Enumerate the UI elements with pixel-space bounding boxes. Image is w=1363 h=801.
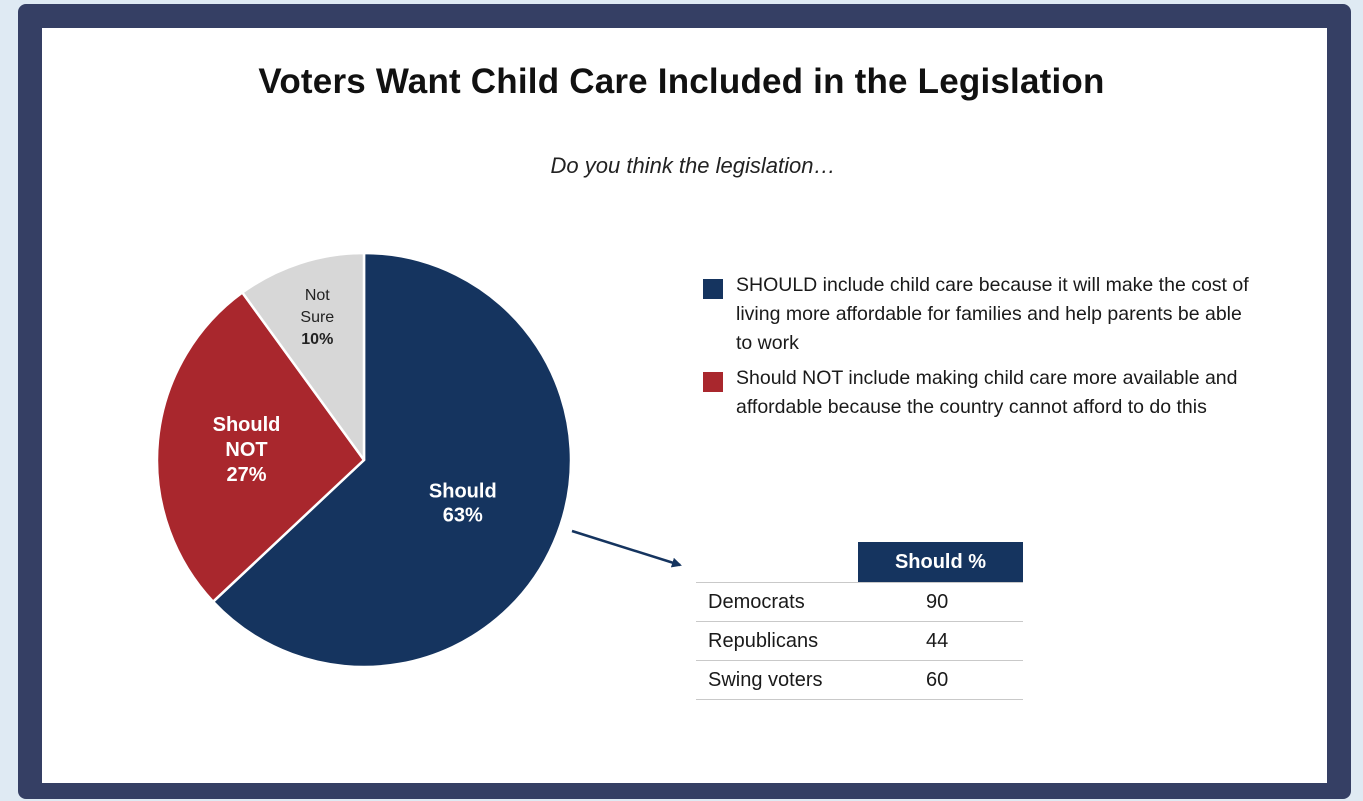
table-header-row: Should % (696, 542, 1023, 583)
legend-item-should: SHOULD include child care because it wil… (700, 271, 1260, 358)
table-row: Democrats 90 (696, 582, 1023, 622)
pie-slice-should (211, 251, 573, 669)
legend: SHOULD include child care because it wil… (700, 271, 1260, 428)
pie-slice-not-sure (241, 251, 366, 462)
slice-label-should: Should 63% (429, 481, 497, 527)
legend-text-should: SHOULD include child care because it wil… (736, 274, 1249, 354)
legend-text-should-not: Should NOT include making child care mor… (736, 367, 1238, 418)
subgroup-table: Should % Democrats 90 Republicans 44 Swi… (696, 542, 1023, 700)
pie-slice-should-not (155, 291, 366, 603)
table-header-should: Should % (858, 542, 1023, 583)
arrow-line (571, 529, 682, 568)
legend-swatch-should-not (703, 372, 723, 392)
table-row: Swing voters 60 (696, 660, 1023, 700)
chart-subtitle: Do you think the legislation… (550, 153, 836, 178)
slice-label-should-not: Should NOT 27% (213, 414, 281, 486)
slice-label-not-sure: Not Sure 10% (300, 287, 334, 348)
table-header-blank (696, 542, 858, 583)
legend-swatch-should (703, 279, 723, 299)
table-row: Republicans 44 (696, 621, 1023, 661)
table-cell-category: Swing voters (696, 660, 858, 700)
table-cell-value: 60 (858, 660, 1023, 700)
legend-item-should-not: Should NOT include making child care mor… (700, 364, 1260, 422)
chart-title: Voters Want Child Care Included in the L… (258, 62, 1105, 101)
table-cell-category: Democrats (696, 582, 858, 622)
table-cell-value: 44 (858, 621, 1023, 661)
table-cell-value: 90 (858, 582, 1023, 622)
table-cell-category: Republicans (696, 621, 858, 661)
